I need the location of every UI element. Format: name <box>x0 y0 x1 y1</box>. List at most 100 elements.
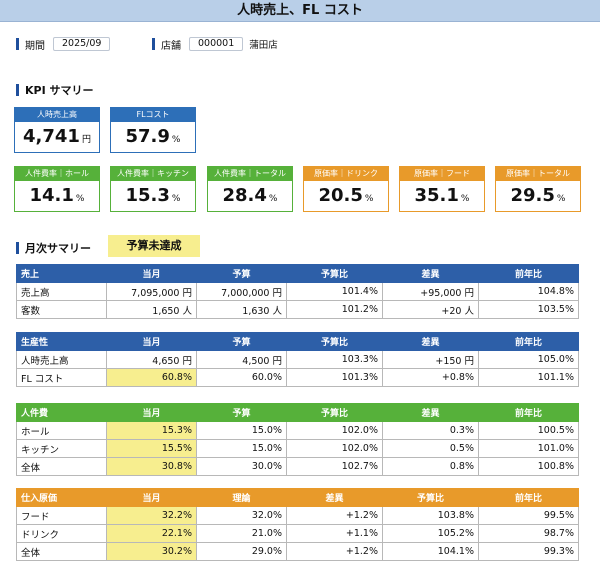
kpi-card-unit: % <box>460 194 470 204</box>
row-label: キッチン <box>16 439 107 458</box>
kpi-card-label: 原価率｜フード <box>400 167 484 181</box>
table-cell: 102.0% <box>286 421 383 440</box>
table-cell: +1.1% <box>286 524 383 543</box>
productivity-table: 生産性 当月 予算 予算比 差異 前年比 人時売上高 4,650 円 4,500… <box>16 332 579 387</box>
table-cell: 100.5% <box>478 421 579 440</box>
kpi-card-value-wrap: 29.5% <box>496 181 580 214</box>
table-row: 売上高 7,095,000 円 7,000,000 円 101.4% +95,0… <box>16 282 579 301</box>
table-cell: 30.0% <box>196 457 287 476</box>
kpi-card-value-wrap: 4,741 円 <box>15 122 99 155</box>
table-cell: 0.3% <box>382 421 479 440</box>
table-cell: 101.0% <box>478 439 579 458</box>
row-label: 売上高 <box>16 282 107 301</box>
kpi-card-value-wrap: 35.1% <box>400 181 484 214</box>
table-cell: 101.3% <box>286 368 383 387</box>
sales-table: 売上 当月 予算 予算比 差異 前年比 売上高 7,095,000 円 7,00… <box>16 264 579 319</box>
table-cell: 104.8% <box>478 282 579 301</box>
table-cell: 103.3% <box>286 350 383 369</box>
table-cell: 99.5% <box>478 506 579 525</box>
table-cell: 15.0% <box>196 421 287 440</box>
table-cell: 4,500 円 <box>196 350 287 369</box>
table-cell-highlighted: 30.2% <box>106 542 197 561</box>
kpi-card-value: 29.5 <box>510 185 555 206</box>
period-label: 期間 <box>25 40 45 52</box>
table-row: ドリンク 22.1% 21.0% +1.1% 105.2% 98.7% <box>16 524 579 543</box>
kpi-card-value: 57.9 <box>125 126 170 147</box>
table-cell: +1.2% <box>286 542 383 561</box>
table-cell: 7,000,000 円 <box>196 282 287 301</box>
kpi-card-unit: 円 <box>81 135 91 145</box>
column-header: 予算比 <box>286 332 383 351</box>
table-cell: 99.3% <box>478 542 579 561</box>
kpi-card-label: 人件費率｜トータル <box>208 167 292 181</box>
table-row: 客数 1,650 人 1,630 人 101.2% +20 人 103.5% <box>16 300 579 319</box>
row-label: ドリンク <box>16 524 107 543</box>
purchase-cost-table: 仕入原価 当月 理論 差異 予算比 前年比 フード 32.2% 32.0% +1… <box>16 488 579 561</box>
table-cell: +0.8% <box>382 368 479 387</box>
column-header: 仕入原価 <box>16 488 107 507</box>
kpi-card-labor-kitchen: 人件費率｜キッチン 15.3% <box>110 166 196 212</box>
kpi-section-title: KPI サマリー <box>16 82 94 98</box>
table-row: FL コスト 60.8% 60.0% 101.3% +0.8% 101.1% <box>16 368 579 387</box>
table-header-row: 人件費 当月 予算 予算比 差異 前年比 <box>16 403 579 422</box>
column-header: 売上 <box>16 264 107 283</box>
budget-status-badge: 予算未達成 <box>108 235 200 257</box>
kpi-card-value-wrap: 28.4% <box>208 181 292 214</box>
store-filter: 店舗 000001 蒲田店 <box>152 36 278 52</box>
kpi-card-unit: % <box>171 135 181 145</box>
row-label: 全体 <box>16 457 107 476</box>
labor-cost-table: 人件費 当月 予算 予算比 差異 前年比 ホール 15.3% 15.0% 102… <box>16 403 579 476</box>
column-header: 前年比 <box>478 403 579 422</box>
kpi-card-value-wrap: 15.3% <box>111 181 195 214</box>
table-row: 全体 30.8% 30.0% 102.7% 0.8% 100.8% <box>16 457 579 476</box>
kpi-card-label: 人時売上高 <box>15 108 99 122</box>
label-bar <box>16 242 19 254</box>
column-header: 前年比 <box>478 332 579 351</box>
kpi-card-cost-total: 原価率｜トータル 29.5% <box>495 166 581 212</box>
column-header: 人件費 <box>16 403 107 422</box>
store-code-field[interactable]: 000001 <box>189 37 244 51</box>
table-cell: 15.0% <box>196 439 287 458</box>
kpi-card-value: 35.1 <box>414 185 459 206</box>
table-cell: 105.0% <box>478 350 579 369</box>
column-header: 予算比 <box>286 403 383 422</box>
kpi-card-label: 原価率｜ドリンク <box>304 167 388 181</box>
table-cell: +1.2% <box>286 506 383 525</box>
period-field[interactable]: 2025/09 <box>53 37 111 51</box>
table-cell: 21.0% <box>196 524 287 543</box>
kpi-card-unit: % <box>75 194 85 204</box>
window-title: 人時売上、FL コスト <box>0 0 600 22</box>
kpi-card-value: 15.3 <box>125 185 170 206</box>
table-cell: 4,650 円 <box>106 350 197 369</box>
table-cell: 32.0% <box>196 506 287 525</box>
label-bar <box>152 38 155 50</box>
table-cell: +150 円 <box>382 350 479 369</box>
column-header: 差異 <box>286 488 383 507</box>
table-cell-highlighted: 15.5% <box>106 439 197 458</box>
table-cell-highlighted: 32.2% <box>106 506 197 525</box>
kpi-card-unit: % <box>268 194 278 204</box>
table-cell: 103.8% <box>382 506 479 525</box>
monthly-section-title: 月次サマリー <box>16 240 91 256</box>
store-label: 店舗 <box>161 40 181 52</box>
row-label: フード <box>16 506 107 525</box>
kpi-section-title-text: KPI サマリー <box>25 84 94 97</box>
table-cell-highlighted: 22.1% <box>106 524 197 543</box>
table-cell: 60.0% <box>196 368 287 387</box>
column-header: 当月 <box>106 264 197 283</box>
table-cell-highlighted: 15.3% <box>106 421 197 440</box>
table-cell-highlighted: 30.8% <box>106 457 197 476</box>
table-row: ホール 15.3% 15.0% 102.0% 0.3% 100.5% <box>16 421 579 440</box>
table-row: キッチン 15.5% 15.0% 102.0% 0.5% 101.0% <box>16 439 579 458</box>
kpi-card-value: 14.1 <box>29 185 74 206</box>
kpi-card-label: 人件費率｜ホール <box>15 167 99 181</box>
kpi-card-unit: % <box>364 194 374 204</box>
table-cell: 1,630 人 <box>196 300 287 319</box>
table-cell: 29.0% <box>196 542 287 561</box>
column-header: 理論 <box>196 488 287 507</box>
label-bar <box>16 84 19 96</box>
kpi-card-label: FLコスト <box>111 108 195 122</box>
monthly-section-title-text: 月次サマリー <box>25 242 91 255</box>
table-cell: 105.2% <box>382 524 479 543</box>
column-header: 当月 <box>106 332 197 351</box>
